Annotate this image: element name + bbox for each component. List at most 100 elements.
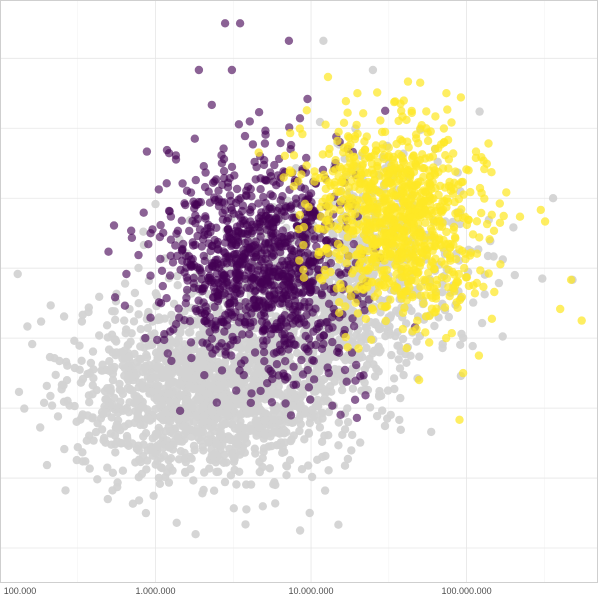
data-point [349, 266, 358, 275]
data-point [250, 157, 259, 167]
data-point [264, 364, 273, 374]
data-point [409, 232, 418, 241]
data-point [373, 344, 383, 353]
data-point [199, 416, 208, 426]
data-point [120, 364, 129, 373]
data-point [462, 165, 471, 174]
data-point [60, 444, 69, 454]
data-point [149, 491, 158, 500]
data-point [487, 168, 496, 177]
data-point [352, 120, 361, 130]
data-point [116, 438, 126, 448]
data-point [431, 112, 440, 121]
data-point [95, 331, 104, 340]
data-point [116, 397, 125, 406]
data-point [367, 159, 377, 168]
data-point [256, 386, 265, 396]
data-point [213, 423, 223, 432]
data-point [340, 365, 350, 375]
data-point [194, 433, 203, 443]
data-point [227, 203, 236, 212]
data-point [145, 361, 154, 370]
data-point [363, 194, 372, 204]
data-point [368, 234, 377, 243]
data-point [472, 217, 482, 226]
data-point [396, 207, 405, 216]
data-point [78, 457, 87, 466]
data-point [499, 211, 508, 221]
data-point [254, 108, 264, 117]
data-point [396, 185, 406, 194]
data-point [510, 270, 519, 280]
data-point [220, 19, 230, 28]
data-point [271, 499, 280, 508]
data-point [440, 137, 449, 147]
data-point [323, 72, 333, 82]
data-point [479, 282, 488, 291]
data-point [355, 220, 364, 229]
data-point [286, 260, 295, 269]
plot-frame [0, 0, 598, 583]
data-point [166, 454, 176, 463]
data-point [214, 294, 223, 304]
data-point [487, 314, 497, 323]
data-point [163, 349, 172, 358]
data-point [175, 406, 185, 415]
data-point [232, 232, 241, 241]
data-point [396, 393, 405, 403]
data-point [374, 367, 383, 376]
data-point [336, 197, 345, 206]
data-point [411, 160, 421, 170]
data-point [63, 396, 72, 405]
data-point [460, 263, 469, 273]
data-point [321, 386, 330, 395]
data-point [342, 377, 351, 386]
data-point [110, 393, 119, 403]
data-point [288, 213, 297, 222]
data-point [351, 132, 360, 141]
data-point [251, 248, 260, 257]
data-point [136, 354, 146, 364]
data-point [125, 352, 134, 362]
data-point [298, 129, 307, 139]
data-point [359, 207, 368, 216]
data-point [362, 324, 371, 333]
data-point [200, 309, 210, 318]
data-point [461, 254, 470, 264]
data-point [363, 266, 373, 275]
data-point [402, 344, 411, 353]
data-point [412, 337, 421, 346]
x-tick-label: 10.000.000 [289, 586, 334, 596]
data-point [271, 406, 280, 415]
data-point [283, 232, 293, 241]
data-point [376, 249, 385, 258]
data-point [159, 451, 169, 460]
data-point [201, 168, 210, 177]
data-point [129, 317, 139, 326]
data-point [305, 508, 314, 518]
data-point [286, 411, 296, 420]
data-point [246, 284, 255, 293]
data-point [36, 423, 45, 432]
data-point [384, 152, 393, 162]
data-point [72, 417, 81, 426]
data-point [228, 332, 237, 342]
data-point [197, 384, 206, 394]
data-point [343, 108, 352, 117]
data-point [270, 160, 279, 170]
data-point [139, 227, 148, 236]
data-point [322, 237, 331, 246]
data-point [365, 403, 375, 412]
data-point [220, 477, 230, 487]
data-point [307, 405, 316, 415]
data-point [205, 327, 214, 337]
data-point [438, 288, 447, 297]
data-point [174, 342, 183, 351]
data-point [395, 233, 404, 243]
data-point [358, 284, 368, 294]
data-point [494, 278, 504, 288]
data-point [232, 480, 241, 489]
data-point [200, 182, 210, 192]
data-point [449, 225, 458, 235]
data-point [235, 366, 244, 375]
